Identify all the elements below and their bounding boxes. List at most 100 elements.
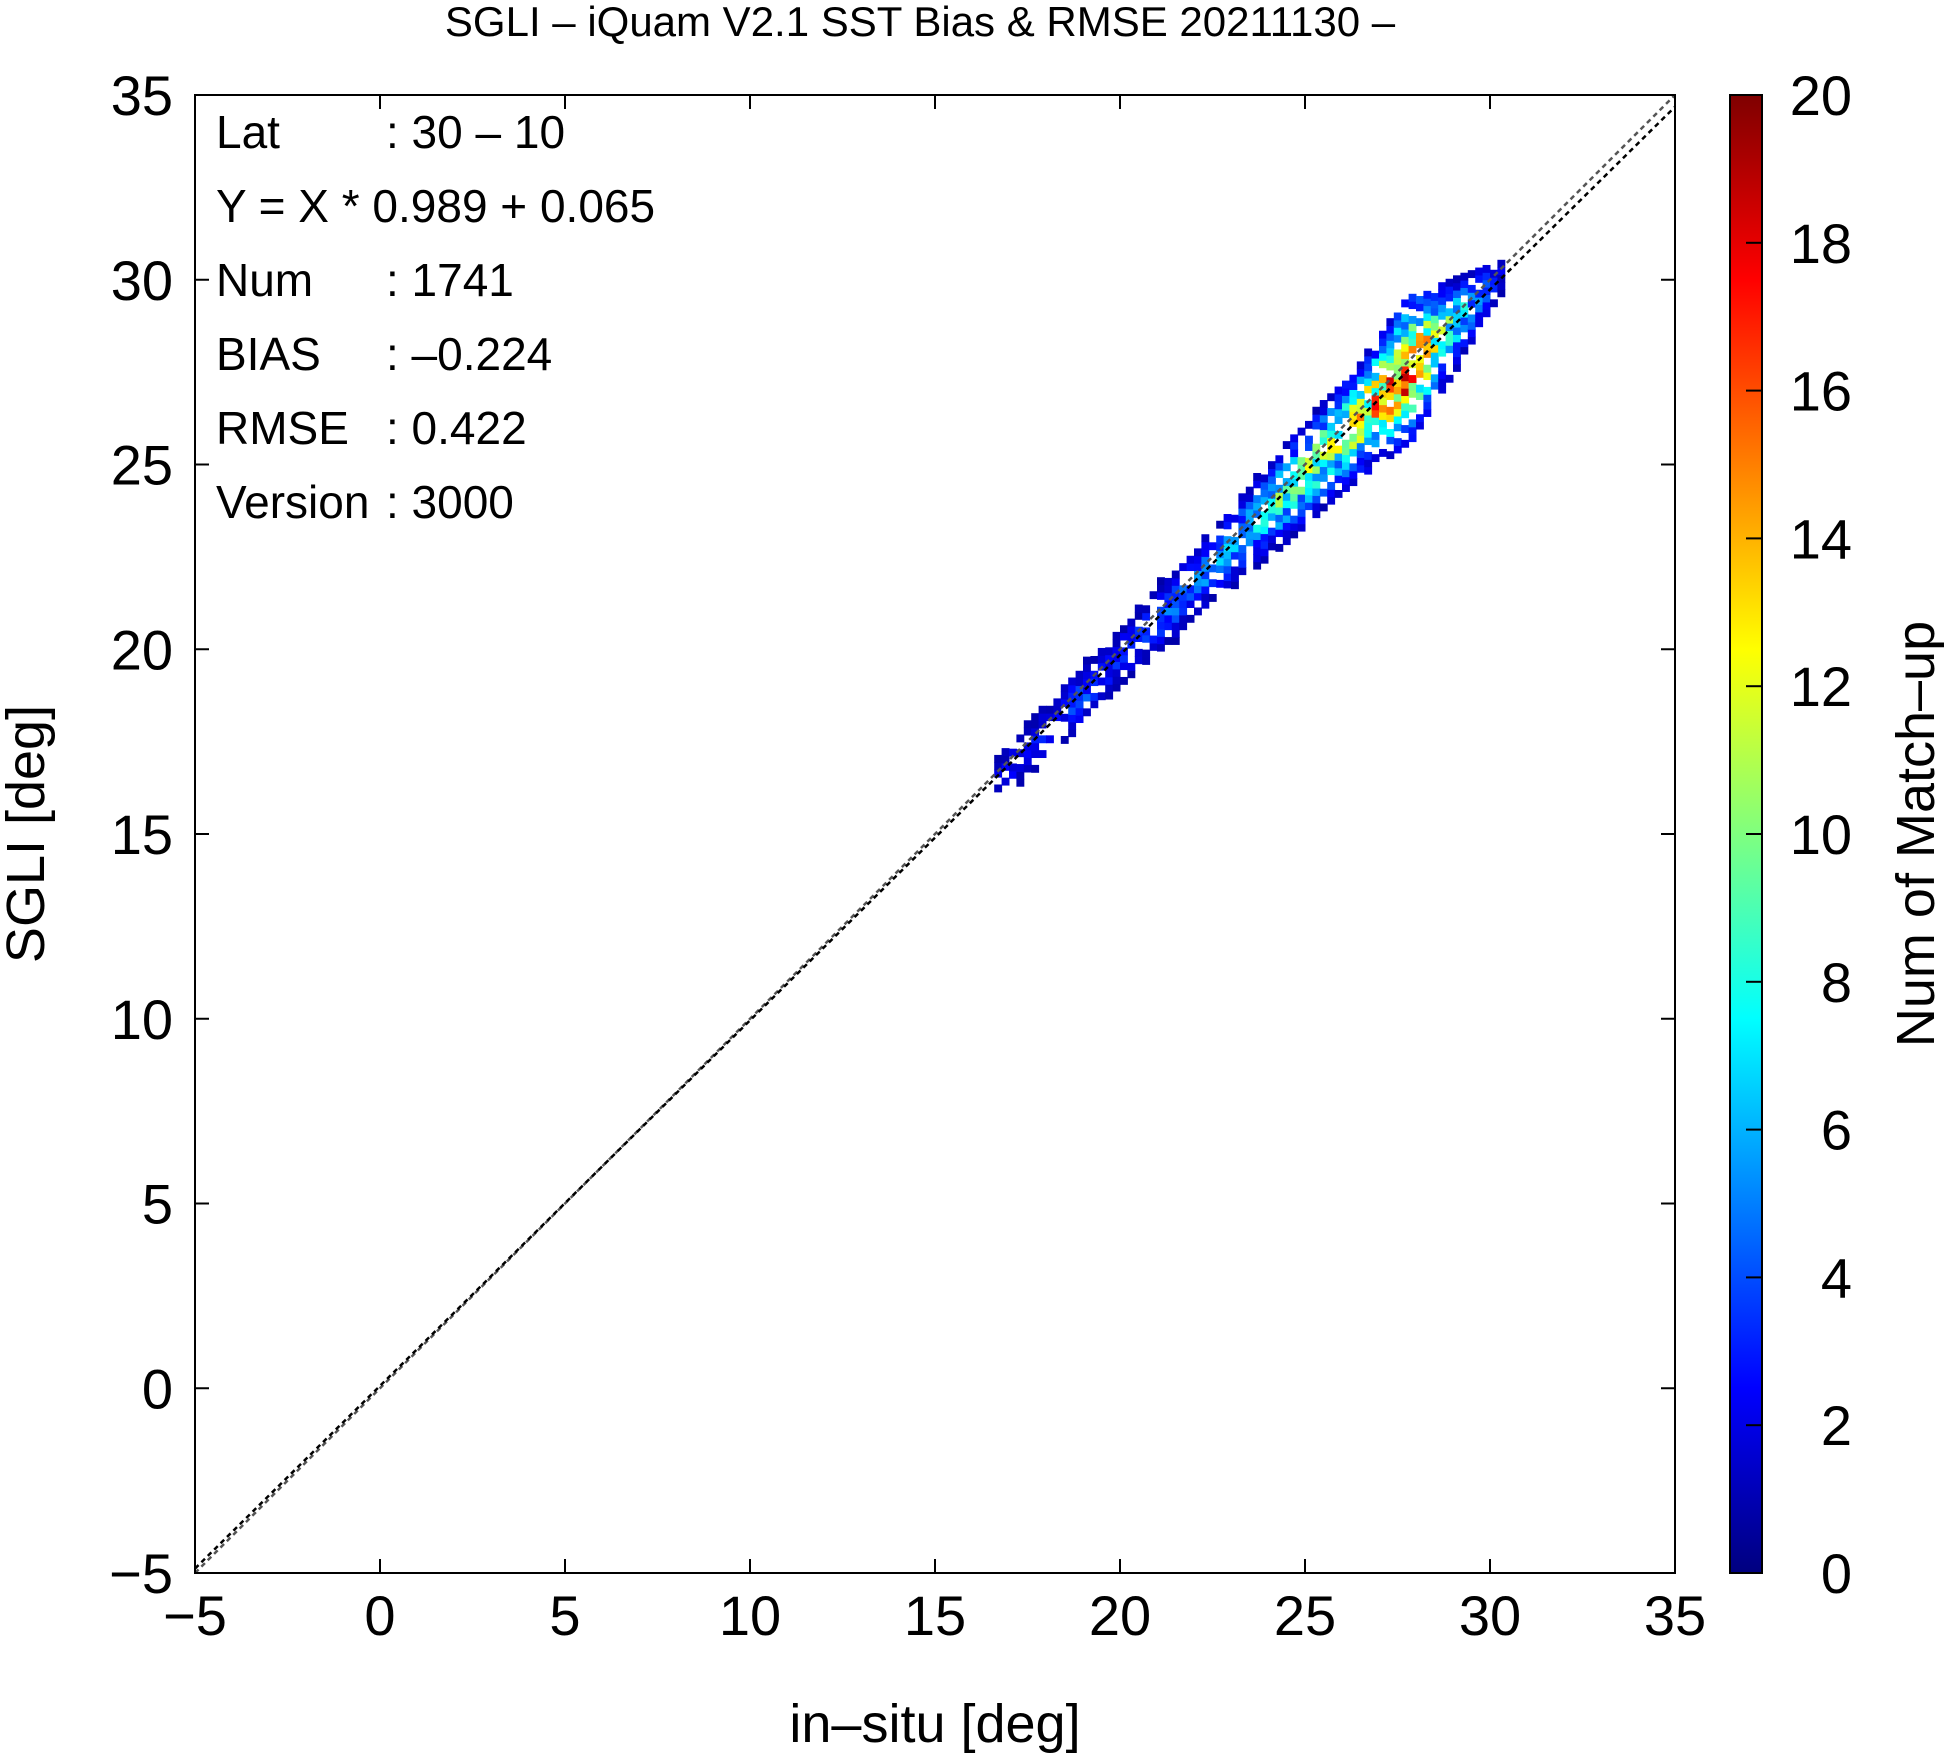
density-cell: [1319, 503, 1328, 512]
density-cell: [1068, 677, 1077, 686]
density-cell: [1105, 691, 1114, 700]
density-cell: [1268, 505, 1276, 514]
density-cell: [1327, 393, 1336, 402]
density-cell: [1401, 410, 1410, 419]
density-cell: [1268, 535, 1276, 543]
density-cell: [1453, 282, 1461, 291]
density-cell: [1401, 365, 1410, 374]
density-cell: [1305, 457, 1313, 466]
density-cell: [1245, 494, 1254, 502]
density-cell: [1312, 488, 1321, 496]
density-cell: [1497, 267, 1506, 276]
density-cell: [1260, 518, 1269, 527]
density-cell: [1349, 441, 1358, 450]
density-cell: [1327, 430, 1336, 439]
density-cell: [1364, 363, 1373, 372]
density-cell: [1364, 370, 1373, 379]
density-cell: [1112, 683, 1121, 692]
density-cell: [1379, 352, 1387, 361]
x-tick-label: 35: [1644, 1584, 1706, 1647]
density-cell: [1001, 762, 1010, 771]
colorbar-tick-label: 8: [1821, 951, 1852, 1014]
density-cell: [1319, 414, 1328, 423]
density-cell: [1120, 625, 1128, 634]
density-cell: [1475, 289, 1484, 298]
density-cell: [1201, 541, 1210, 550]
density-cell: [1416, 384, 1424, 393]
density-cell: [1386, 392, 1395, 400]
density-cell: [1275, 470, 1284, 478]
density-cell: [1186, 592, 1195, 601]
density-cell: [1201, 600, 1210, 609]
density-cell: [1497, 274, 1506, 283]
density-cell: [1083, 693, 1091, 702]
y-tick-label: 5: [142, 1173, 173, 1236]
density-cell: [1305, 494, 1313, 503]
density-cell: [1253, 509, 1262, 518]
density-cell: [1305, 443, 1313, 451]
density-cell: [1319, 459, 1328, 468]
density-cell: [1238, 552, 1247, 561]
density-cell: [1216, 550, 1225, 559]
density-cell: [1179, 592, 1188, 601]
density-cell: [1460, 324, 1469, 333]
density-cell: [1342, 439, 1350, 448]
density-cell: [1068, 714, 1077, 723]
density-cell: [1275, 499, 1284, 508]
density-cell: [1164, 592, 1173, 601]
density-cell: [1327, 408, 1336, 416]
density-cell: [1253, 502, 1262, 511]
stat-label: Lat: [216, 106, 280, 158]
density-cell: [1430, 337, 1439, 346]
density-cell: [1075, 678, 1084, 687]
density-cell: [1260, 555, 1269, 564]
density-cell: [1149, 642, 1158, 651]
density-cell: [1312, 451, 1321, 459]
density-cell: [1423, 335, 1432, 344]
density-cell: [1164, 622, 1173, 631]
density-cell: [1334, 453, 1343, 461]
density-cell: [1319, 436, 1328, 445]
density-cell: [1408, 382, 1417, 391]
density-cell: [1260, 481, 1269, 490]
density-cell: [1497, 289, 1506, 298]
density-cell: [1386, 325, 1395, 334]
density-cell: [1201, 563, 1210, 572]
density-cell: [1060, 699, 1069, 707]
x-tick-label: 25: [1274, 1584, 1336, 1647]
density-cell: [1319, 466, 1328, 475]
density-cell: [1260, 548, 1269, 557]
density-cell: [1112, 661, 1121, 670]
density-cell: [1416, 303, 1424, 312]
density-cell: [1171, 577, 1180, 586]
density-cell: [1290, 478, 1299, 487]
colorbar-tick-label: 18: [1790, 212, 1852, 275]
density-cell: [1356, 420, 1365, 429]
density-cell: [1319, 488, 1328, 497]
density-cell: [1208, 564, 1217, 573]
density-cell: [1157, 628, 1165, 637]
density-cell: [1334, 460, 1343, 469]
density-cell: [1438, 370, 1447, 379]
density-cell: [1453, 319, 1461, 328]
density-cell: [1490, 284, 1498, 293]
density-cell: [1127, 670, 1136, 679]
density-cell: [1475, 274, 1484, 283]
density-cell: [1290, 530, 1299, 539]
density-cell: [1112, 676, 1121, 685]
density-cell: [1342, 454, 1350, 463]
density-cell: [1171, 622, 1180, 631]
density-cell: [1356, 368, 1365, 377]
density-cell: [1371, 350, 1380, 359]
density-cell: [1009, 748, 1017, 757]
density-cell: [1038, 735, 1047, 744]
density-cell: [1312, 502, 1321, 511]
density-cell: [1490, 269, 1498, 278]
density-cell: [1475, 311, 1484, 320]
density-cell: [1453, 304, 1461, 313]
stat-value: : 0.422: [386, 402, 527, 454]
density-cell: [1312, 465, 1321, 474]
density-cell: [1497, 281, 1506, 290]
density-cell: [1334, 393, 1343, 402]
density-cell: [1097, 692, 1106, 701]
